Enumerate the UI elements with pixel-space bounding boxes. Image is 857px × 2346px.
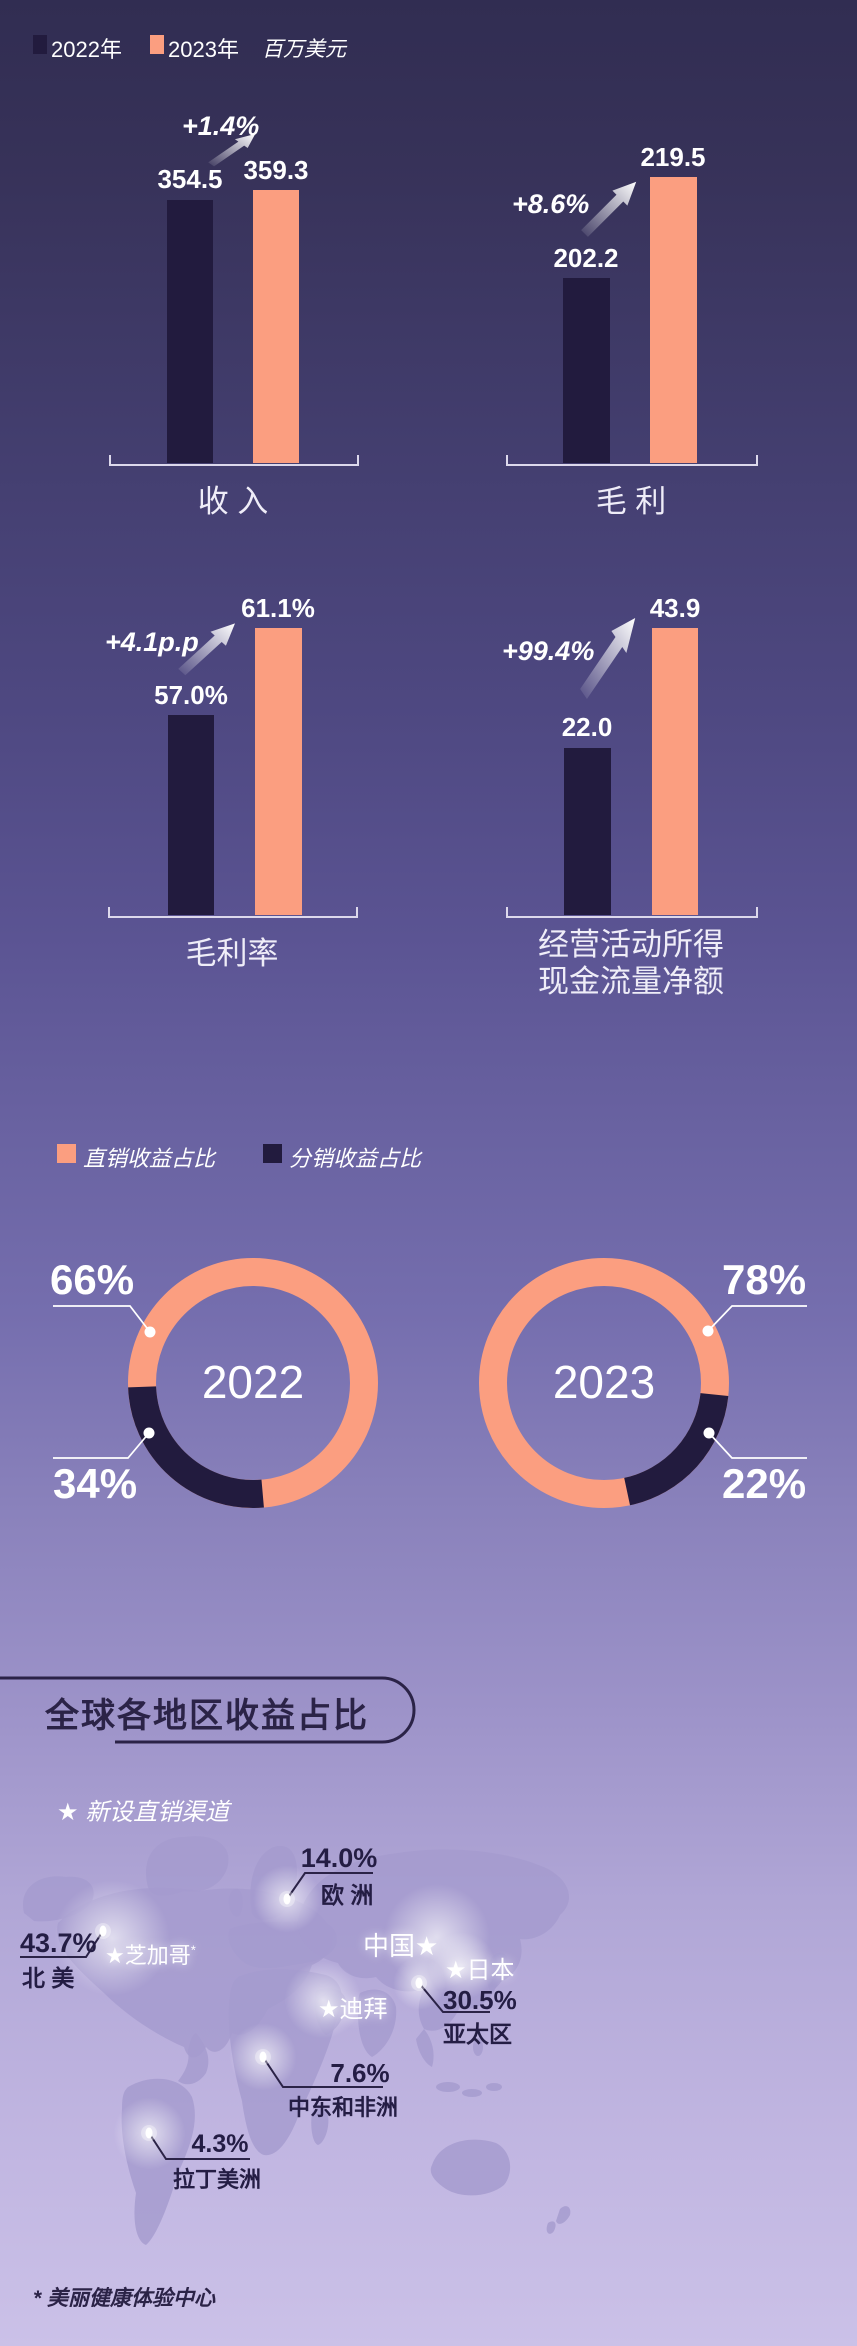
revenue-2022-value: 354.5 (157, 164, 223, 194)
gross-margin-change-label: +4.1p.p (105, 627, 199, 657)
map-philippines (473, 2038, 483, 2056)
growth-arrow-icon (208, 134, 256, 167)
china-label: 中国★ (363, 1931, 439, 1961)
map-dot-apac (411, 1975, 427, 1991)
latam-name: 拉丁美洲 (173, 2167, 262, 2192)
legend-direct-label: 直销收益占比 (83, 1146, 216, 1171)
star-icon: ★ (415, 1931, 439, 1961)
donut-2023-direct-pct: 78% (722, 1256, 807, 1303)
europe-pct: 14.0% (300, 1843, 378, 1873)
footnote: * 美丽健康体验中心 (33, 2287, 216, 2310)
gross-profit-bar-2022 (563, 278, 610, 463)
gross-profit-bar-2023 (650, 177, 697, 463)
donut-2022-direct-pct: 66% (50, 1256, 135, 1303)
chicago-footmark: * (190, 1942, 196, 1958)
revenue-title: 收 入 (197, 484, 269, 519)
gross-margin-baseline (108, 907, 358, 918)
map-australia (430, 2139, 511, 2196)
star-icon: ★ (105, 1943, 125, 1968)
region-section-title: 全球各地区收益占比 (45, 1697, 369, 1735)
star-icon: ★ (57, 1799, 79, 1826)
cash-flow-baseline (506, 907, 758, 918)
donut-chart-2022 (128, 1258, 378, 1509)
cash-flow-bar-2022 (564, 748, 611, 915)
revenue-bar-2023 (253, 190, 299, 463)
map-indonesia (436, 2082, 460, 2092)
map-india (358, 1989, 397, 2057)
mea-pct: 7.6% (330, 2058, 390, 2088)
legend-2022-label: 2022年 (51, 37, 122, 62)
growth-arrow-icon (580, 618, 636, 699)
unit-label: 百万美元 (262, 38, 346, 61)
apac-name: 亚太区 (443, 2021, 512, 2047)
cash-flow-bar-2023 (652, 628, 698, 915)
map-dot-latam (141, 2125, 157, 2141)
donut-2022-distribution-pct: 34% (53, 1460, 138, 1507)
star-icon: ★ (445, 1957, 467, 1984)
gross-margin-2022-value: 57.0% (154, 680, 228, 710)
japan-label: ★日本 (445, 1957, 515, 1984)
revenue-change-label: +1.4% (182, 111, 260, 141)
growth-arrow-icon (178, 623, 235, 676)
map-dot-north-america (95, 1923, 111, 1939)
map-legend-new-channels: ★ 新设直销渠道 (57, 1792, 229, 1827)
dubai-label: ★迪拜 (318, 1996, 388, 2023)
gross-margin-bar-2023 (255, 628, 302, 915)
map-callout-lines (20, 1872, 490, 2160)
north-america-name: 北 美 (22, 1965, 75, 1991)
legend-distribution-swatch (263, 1144, 282, 1163)
legend-2023-swatch (150, 35, 164, 54)
donut-2022-year: 2022 (201, 1356, 305, 1408)
star-icon: ★ (318, 1996, 340, 2023)
revenue-bar-2022 (167, 200, 213, 463)
cash-flow-title-line1: 经营活动所得 (538, 927, 724, 962)
growth-arrow-icon (581, 181, 637, 237)
gross-margin-bar-2022 (168, 715, 214, 915)
map-indonesia (462, 2089, 482, 2097)
latam-pct: 4.3% (191, 2130, 249, 2158)
revenue-baseline (109, 455, 359, 466)
donut-callout-lines (53, 1305, 807, 1459)
revenue-2023-value: 359.3 (243, 155, 309, 185)
chicago-label: ★芝加哥* (105, 1942, 196, 1968)
cash-flow-title-line2: 现金流量净额 (538, 964, 724, 999)
map-central-america (178, 2033, 209, 2085)
map-uk (228, 1888, 243, 1917)
cash-flow-2023-value: 43.9 (649, 593, 701, 623)
donut-chart-2023 (479, 1258, 729, 1508)
legend-2022-swatch (33, 35, 47, 54)
gross-profit-2022-value: 202.2 (553, 243, 619, 273)
donut-2023-year: 2023 (552, 1356, 656, 1408)
map-dot-africa (255, 2049, 271, 2065)
gross-profit-2023-value: 219.5 (640, 142, 706, 172)
apac-pct: 30.5% (443, 1985, 517, 2015)
gross-profit-baseline (506, 455, 758, 466)
north-america-pct: 43.7% (20, 1928, 97, 1958)
section-header-outline (0, 1676, 416, 1744)
gross-profit-change-label: +8.6% (512, 189, 590, 219)
map-indonesia (486, 2083, 502, 2091)
cash-flow-change-label: +99.4% (502, 636, 595, 666)
map-new-zealand (546, 2206, 571, 2234)
map-legend-text: 新设直销渠道 (85, 1799, 230, 1826)
legend-distribution-label: 分销收益占比 (289, 1146, 422, 1171)
mea-name: 中东和非洲 (288, 2095, 399, 2120)
map-dot-europe (279, 1891, 295, 1907)
map-madagascar (311, 2106, 329, 2145)
gross-profit-title: 毛 利 (595, 484, 667, 519)
legend-2023-label: 2023年 (168, 37, 239, 62)
legend-direct-swatch (57, 1144, 76, 1163)
gross-margin-title: 毛利率 (185, 936, 279, 971)
cash-flow-title: 经营活动所得 现金流量净额 (531, 926, 731, 1000)
gross-margin-2023-value: 61.1% (241, 593, 315, 623)
map-se-asia (416, 2029, 434, 2067)
donut-2023-distribution-pct: 22% (722, 1460, 807, 1507)
cash-flow-2022-value: 22.0 (561, 712, 613, 742)
europe-name: 欧 洲 (321, 1882, 374, 1908)
